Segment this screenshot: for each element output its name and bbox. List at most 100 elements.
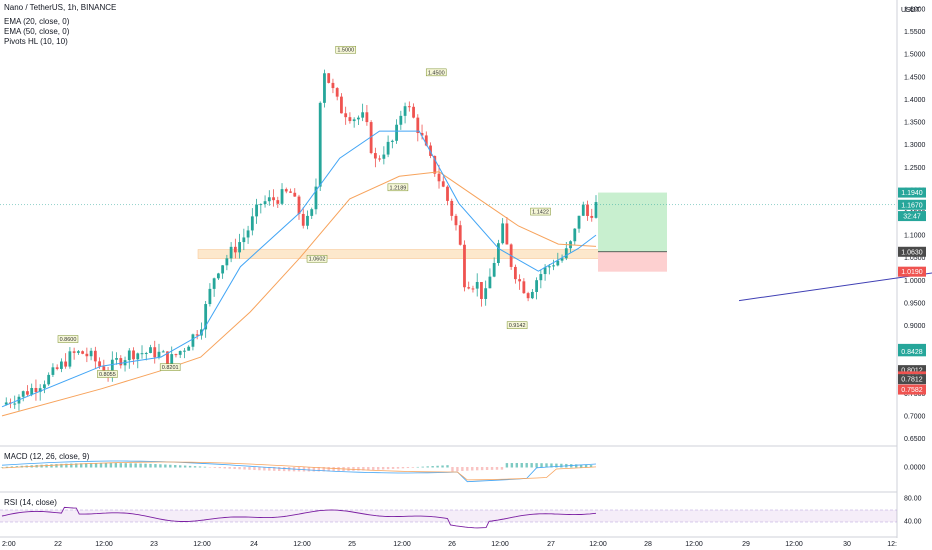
macd-bar [525,463,528,468]
macd-bar [84,463,88,468]
x-tick-label: 12:00 [193,541,211,548]
candle-body [547,266,551,268]
macd-bar [485,467,489,470]
candle-body [119,358,123,366]
candle-body [127,350,131,361]
ema20-legend[interactable]: EMA (20, close, 0) [4,17,70,26]
price-badge-label: 32:47 [903,214,921,221]
candle-body [246,230,250,238]
ema20-line [1,130,597,408]
rsi-tick-label: 80.00 [904,496,922,503]
candle-body [13,403,17,405]
y-tick-label: 1.3000 [904,142,926,149]
y-tick-label: 1.3500 [904,120,926,127]
candle-body [403,106,407,116]
candle-body [170,354,174,364]
candle-body [136,353,140,360]
currency-label[interactable]: USDT [901,7,921,14]
macd-bar [124,463,127,468]
macd-bar [391,467,395,469]
candle-body [416,117,420,134]
pivot-label: 0.8055 [99,372,116,378]
candle-body [475,281,479,289]
price-badge-label: 0.7812 [901,377,923,384]
macd-bar [352,467,355,471]
candle-body [255,204,258,217]
candle-body [390,140,394,142]
candle-body [399,115,403,125]
signal-line [1,461,597,481]
candle-body [424,135,428,146]
price-badge [898,211,926,222]
macd-bar [579,464,583,468]
candle-body [47,374,51,385]
candle-body [208,288,212,305]
price-badge-label: 0.8428 [901,349,923,356]
y-tick-label: 1.2500 [904,165,926,172]
candle-body [340,96,343,114]
candle-body [497,243,500,264]
x-tick-label: 12: [887,541,897,548]
candle-body [242,237,246,243]
candle-body [441,181,445,187]
price-badge [898,246,926,257]
candle-body [289,191,292,193]
macd-bar [327,467,330,472]
macd-bar [461,467,464,471]
candle-body [513,266,517,280]
candle-body [552,265,555,267]
pivot-label: 0.8600 [60,337,77,343]
macd-bar [104,463,108,468]
price-badge [898,346,926,357]
candle-body [369,122,373,154]
macd-bar [45,464,48,468]
macd-bar [322,467,325,472]
candle-body [518,279,522,282]
candle-body [331,82,335,89]
macd-bar [560,463,563,468]
pivot-label-box [506,321,528,329]
y-tick-label: 0.6500 [904,436,926,443]
pivots-legend[interactable]: Pivots HL (10, 10) [4,37,68,46]
pivot-label-box [335,45,357,54]
candle-body [216,273,220,279]
macd-bar [589,465,593,468]
macd-bar [179,465,182,468]
pivot-label: 1.5000 [337,48,354,54]
candle-body [30,387,34,395]
rsi-tick-label: 40.00 [904,519,922,526]
candle-body [161,351,165,353]
macd-legend[interactable]: MACD (12, 26, close, 9) [4,452,90,461]
x-tick-label: 12:00 [293,541,311,548]
macd-bar [89,463,93,468]
candle-body [433,155,437,174]
y-tick-label: 1.6000 [904,7,926,14]
candle-body [297,196,301,214]
macd-bar [238,467,241,470]
candle-body [55,367,59,369]
candle-body [4,402,8,405]
ema50-legend[interactable]: EMA (50, close, 0) [4,27,70,36]
candle-body [594,202,598,218]
macd-bar [0,467,4,468]
x-tick-label: 12:00 [491,541,509,548]
macd-bar [540,463,543,468]
pivot-label-box [425,68,447,77]
macd-bar [471,467,474,471]
rsi-legend[interactable]: RSI (14, close) [4,498,57,507]
macd-bar [253,467,256,471]
macd-bar [575,464,578,468]
pivot-label-box [159,363,181,371]
candle-body [233,246,237,253]
macd-bar [505,463,509,468]
candle-body [352,119,356,122]
macd-bar [495,467,499,470]
macd-bar [183,465,187,468]
macd-bar [10,466,14,468]
candle-body [539,274,543,281]
macd-bar [203,466,207,468]
candle-body [522,281,526,294]
candle-body [166,351,169,364]
macd-bar [416,466,419,468]
